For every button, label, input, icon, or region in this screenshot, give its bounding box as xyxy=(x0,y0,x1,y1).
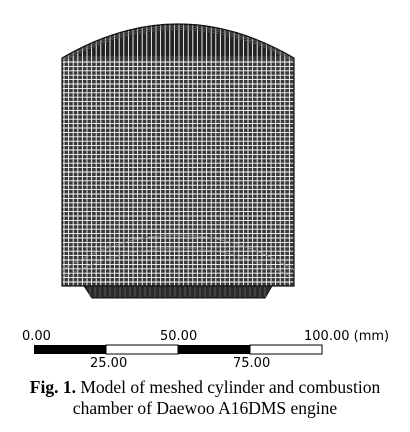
dome-mesh-lines xyxy=(61,25,295,62)
figure-caption: Fig. 1. Model of meshed cylinder and com… xyxy=(0,377,410,419)
caption-text-1: Model of meshed cylinder and combustion xyxy=(80,377,381,397)
scale-segment-1 xyxy=(34,345,106,354)
scale-label-50: 50.00 xyxy=(160,329,198,344)
cylinder-outline xyxy=(61,23,295,287)
chamber-boundary-curve xyxy=(61,234,295,271)
caption-line-2: chamber of Daewoo A16DMS engine xyxy=(72,398,338,418)
piston-bowl xyxy=(83,285,273,299)
scale-label-0: 0.00 xyxy=(22,329,51,344)
scale-segment-2 xyxy=(105,344,179,355)
chamber-boundary-curve-2 xyxy=(61,247,295,279)
caption-label: Fig. 1. xyxy=(29,377,76,397)
caption-line-1: Fig. 1. Model of meshed cylinder and com… xyxy=(0,377,410,398)
combustion-chamber-dome xyxy=(62,24,294,62)
scale-label-25: 25.00 xyxy=(90,356,128,371)
bowl-mesh-lines xyxy=(89,287,266,297)
scale-segment-4 xyxy=(249,344,323,355)
mesh-grid xyxy=(62,24,294,286)
scale-segment-3 xyxy=(178,345,250,354)
scale-label-75: 75.00 xyxy=(233,356,271,371)
scale-label-100: 100.00 (mm) xyxy=(304,329,390,344)
scale-bar xyxy=(34,344,323,355)
